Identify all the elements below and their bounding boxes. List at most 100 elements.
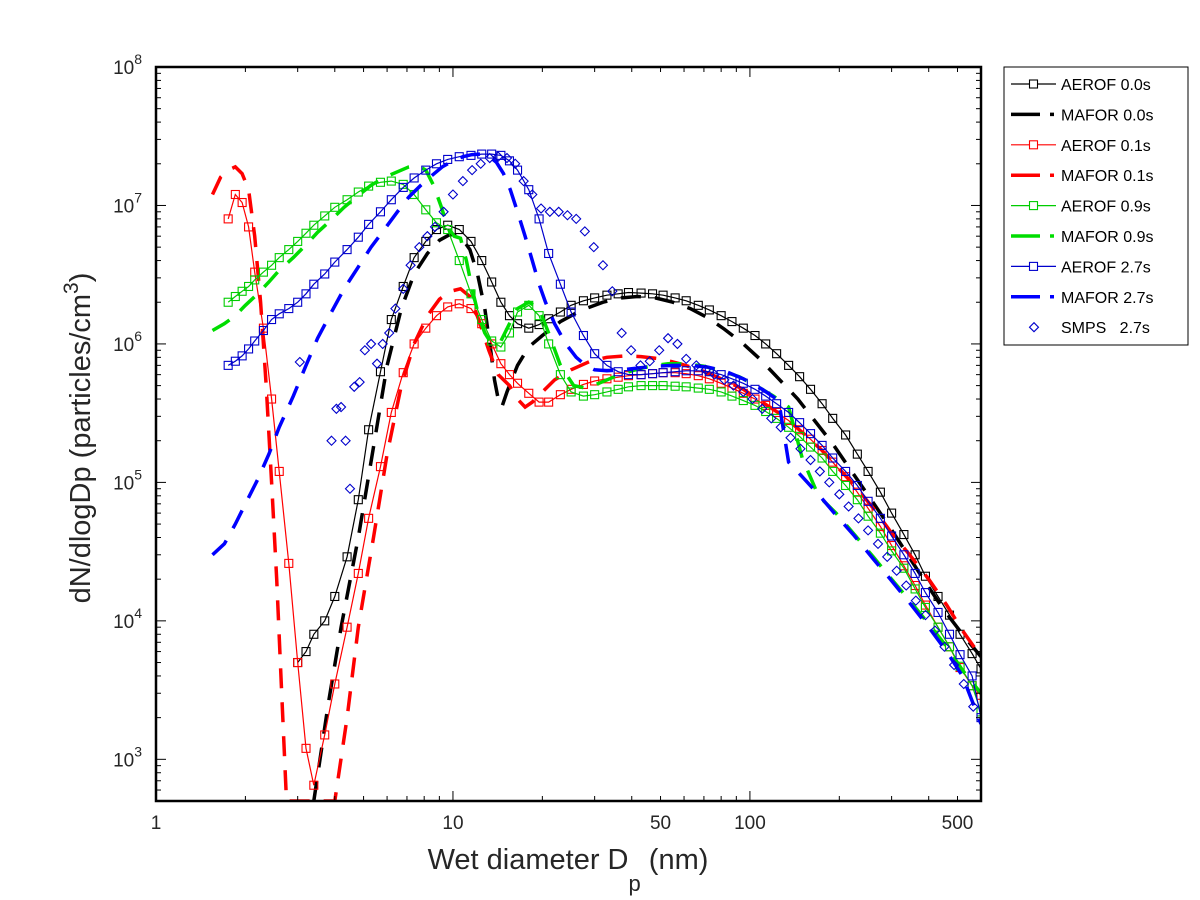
data-point [578, 330, 588, 341]
data-point [863, 511, 873, 521]
legend-label: AEROF 0.9s [1061, 199, 1151, 216]
data-point [670, 367, 680, 377]
data-point [719, 374, 730, 386]
data-point [613, 367, 623, 377]
data-point [588, 241, 600, 253]
data-point [728, 380, 739, 391]
data-point [681, 366, 691, 376]
y-tick-label: 105 [113, 466, 142, 494]
data-point [616, 327, 627, 339]
data-point [863, 466, 873, 476]
data-point [344, 483, 356, 495]
legend-label: MAFOR 0.1s [1061, 168, 1153, 185]
data-point [872, 538, 884, 550]
data-point [680, 353, 692, 365]
data-point [365, 338, 377, 350]
legend-item: SMPS 2.7s [1028, 320, 1150, 337]
data-point [578, 391, 588, 401]
data-point [466, 304, 476, 314]
data-point [274, 253, 284, 263]
data-point [944, 642, 955, 652]
data-point [509, 158, 521, 170]
data-point [955, 650, 965, 660]
data-point [841, 466, 851, 476]
legend-label: MAFOR 0.9s [1061, 229, 1153, 246]
x-tick-label: 500 [942, 813, 974, 834]
data-point [475, 158, 486, 170]
data-point [421, 236, 431, 246]
data-point [293, 297, 303, 307]
data-point [320, 616, 330, 626]
legend-marker [1028, 140, 1039, 150]
data-point [647, 289, 658, 299]
data-point [590, 293, 600, 303]
data-point [309, 780, 319, 790]
data-point [342, 622, 352, 632]
data-point [958, 678, 970, 690]
data-point [929, 625, 941, 636]
data-point [976, 707, 981, 717]
data-point [544, 339, 554, 349]
data-point [841, 480, 851, 491]
data-point [910, 568, 920, 578]
data-point [274, 309, 284, 319]
data-point [409, 173, 419, 183]
data-point [431, 311, 442, 321]
data-point [910, 584, 920, 594]
data-point [814, 466, 826, 477]
y-tick-labels: 103 104 105 106 107 108 [113, 51, 142, 771]
data-point [693, 371, 703, 381]
data-point [967, 701, 979, 712]
data-point [891, 565, 902, 577]
y-tick-label: 108 [113, 51, 142, 79]
data-point [555, 370, 565, 380]
data-point [353, 495, 363, 505]
data-point [658, 381, 668, 391]
data-point [284, 558, 294, 568]
data-point [887, 508, 897, 518]
axis-ticks [155, 66, 982, 802]
data-point [920, 609, 931, 621]
data-point [944, 629, 955, 639]
data-point [948, 659, 960, 671]
data-point [613, 384, 623, 394]
data-point [386, 407, 396, 417]
data-point [390, 303, 401, 314]
series-mafor-2.7s [211, 152, 981, 725]
data-point [828, 413, 838, 423]
data-point [348, 381, 360, 393]
data-point [386, 176, 396, 186]
data-point [590, 376, 600, 386]
data-point [910, 595, 922, 606]
data-point [421, 205, 431, 215]
data-point [544, 248, 554, 259]
data-point [920, 588, 930, 598]
data-point [454, 256, 464, 266]
data-point [320, 211, 330, 221]
data-point [250, 336, 260, 346]
data-point [761, 339, 771, 349]
legend-label: AEROF 0.0s [1061, 77, 1151, 94]
data-point [230, 189, 240, 200]
data-point [681, 382, 691, 392]
data-point [709, 369, 720, 380]
data-point [397, 283, 409, 295]
data-point [524, 388, 534, 398]
data-point [354, 376, 365, 388]
data-point [429, 221, 441, 233]
data-point [899, 550, 909, 560]
data-point [795, 443, 806, 455]
data-point [454, 299, 464, 309]
data-point [398, 182, 408, 192]
data-point [900, 580, 912, 591]
data-point [375, 207, 386, 217]
data-point [330, 591, 340, 602]
data-point [862, 525, 874, 536]
data-point [359, 344, 371, 356]
data-point [933, 607, 943, 618]
data-point [422, 230, 433, 242]
data-point [570, 213, 582, 225]
data-point [817, 399, 827, 409]
data-point [976, 690, 981, 700]
data-point [672, 338, 683, 350]
